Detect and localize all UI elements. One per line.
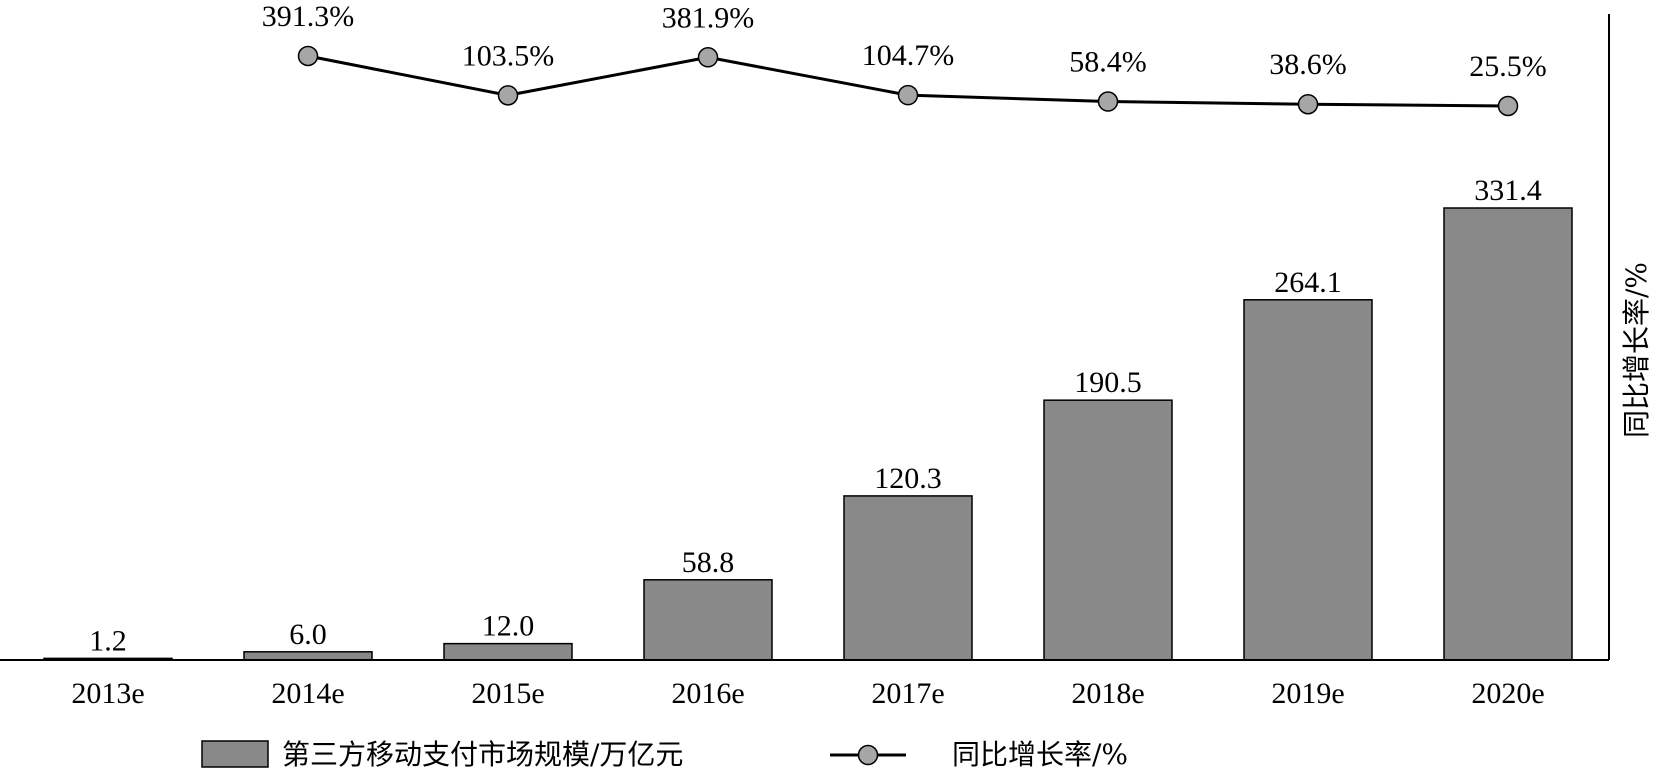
bar-value-labels: 1.2 6.0 12.0 58.8 120.3 190.5 264.1 331.4 (89, 174, 1542, 657)
growth-line-series (297, 45, 1519, 117)
growth-point-2018e (1097, 91, 1119, 112)
legend-item-bar: 第三方移动支付市场规模/万亿元 (201, 738, 683, 769)
growth-value-label-2019e: 38.6% (1269, 48, 1347, 81)
growth-value-label-2015e: 103.5% (462, 39, 555, 72)
x-tick-label-2018e: 2018e (1071, 677, 1144, 710)
bar-value-label-2013e: 1.2 (89, 624, 127, 657)
legend-line-label: 同比增长率/% (952, 738, 1128, 769)
x-tick-label-2015e: 2015e (471, 677, 544, 710)
bar-value-label-2016e: 58.8 (682, 546, 735, 579)
bar-2018e (1043, 399, 1173, 661)
legend-line-marker (857, 744, 879, 766)
growth-value-label-2014e: 391.3% (262, 0, 355, 33)
x-tick-label-2019e: 2019e (1271, 677, 1344, 710)
bar-value-label-2018e: 190.5 (1074, 366, 1142, 399)
bar-value-label-2014e: 6.0 (289, 618, 327, 651)
growth-value-label-2018e: 58.4% (1069, 46, 1147, 79)
growth-point-2016e (697, 47, 719, 68)
bar-value-label-2017e: 120.3 (874, 462, 942, 495)
legend-bar-label: 第三方移动支付市场规模/万亿元 (282, 738, 683, 769)
x-tick-label-2016e: 2016e (671, 677, 744, 710)
bar-2016e (643, 579, 773, 661)
bar-series (43, 207, 1573, 661)
bar-value-label-2019e: 264.1 (1274, 266, 1342, 299)
growth-value-labels: 391.3% 103.5% 381.9% 104.7% 58.4% 38.6% 25.5% (262, 0, 1547, 83)
bar-2017e (843, 495, 973, 661)
bar-2020e (1443, 207, 1573, 661)
legend-bar-swatch (201, 740, 269, 768)
bar-value-label-2020e: 331.4 (1474, 174, 1542, 207)
bar-2014e (243, 651, 373, 661)
growth-value-label-2017e: 104.7% (862, 39, 955, 72)
growth-point-2019e (1297, 93, 1319, 115)
x-tick-label-2017e: 2017e (871, 677, 944, 710)
axes (0, 14, 1610, 661)
growth-point-2014e (297, 45, 319, 67)
bar-value-label-2015e: 12.0 (482, 610, 535, 643)
growth-point-2015e (497, 85, 519, 106)
bar-2015e (443, 642, 573, 661)
legend: 第三方移动支付市场规模/万亿元 同比增长率/% (201, 738, 1128, 769)
growth-point-2017e (897, 84, 919, 106)
legend-item-line: 同比增长率/% (830, 738, 1128, 769)
growth-point-2020e (1497, 95, 1519, 117)
x-tick-label-2014e: 2014e (271, 677, 344, 710)
x-tick-label-2020e: 2020e (1471, 677, 1544, 710)
right-axis-title: 同比增长率/% (1620, 262, 1653, 438)
growth-value-label-2016e: 381.9% (662, 1, 755, 34)
x-tick-labels: 2013e 2014e 2015e 2016e 2017e 2018e 2019e 2020e (71, 677, 1544, 710)
x-tick-label-2013e: 2013e (71, 677, 144, 710)
growth-value-label-2020e: 25.5% (1469, 50, 1547, 83)
bar-2019e (1243, 299, 1373, 661)
